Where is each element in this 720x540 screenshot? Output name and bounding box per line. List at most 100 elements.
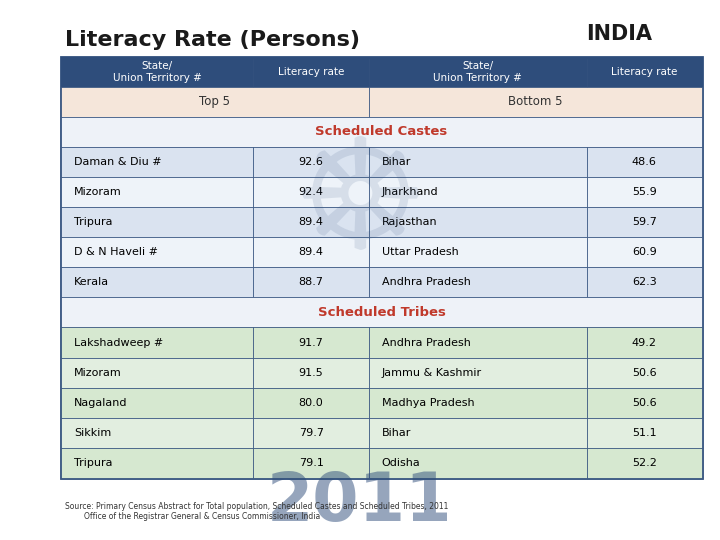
- Bar: [61, 357, 253, 388]
- Bar: [587, 267, 702, 298]
- Bar: [253, 357, 369, 388]
- Text: 49.2: 49.2: [632, 338, 657, 348]
- Bar: [253, 147, 369, 177]
- Text: 89.4: 89.4: [299, 217, 323, 227]
- Text: 89.4: 89.4: [299, 247, 323, 257]
- Text: Mizoram: Mizoram: [74, 368, 122, 377]
- Bar: [587, 147, 702, 177]
- Text: 50.6: 50.6: [632, 397, 657, 408]
- Bar: [369, 237, 587, 267]
- Text: Jammu & Kashmir: Jammu & Kashmir: [382, 368, 482, 377]
- Text: Source: Primary Census Abstract for Total population, Scheduled Castes and Sched: Source: Primary Census Abstract for Tota…: [65, 502, 448, 521]
- Bar: [253, 327, 369, 357]
- Bar: [587, 327, 702, 357]
- Text: 50.6: 50.6: [632, 368, 657, 377]
- Bar: [369, 357, 587, 388]
- Bar: [61, 117, 702, 147]
- Bar: [253, 448, 369, 478]
- Text: Uttar Pradesh: Uttar Pradesh: [382, 247, 459, 257]
- Text: Bihar: Bihar: [382, 428, 411, 438]
- Bar: [61, 207, 253, 237]
- Text: 79.7: 79.7: [299, 428, 323, 438]
- Text: 55.9: 55.9: [632, 187, 657, 197]
- Bar: [253, 207, 369, 237]
- Text: Top 5: Top 5: [199, 96, 230, 109]
- Text: 80.0: 80.0: [299, 397, 323, 408]
- Bar: [587, 237, 702, 267]
- Bar: [369, 448, 587, 478]
- Text: 92.6: 92.6: [299, 157, 323, 167]
- Text: Andhra Pradesh: Andhra Pradesh: [382, 338, 470, 348]
- Text: 59.7: 59.7: [632, 217, 657, 227]
- Text: Daman & Diu #: Daman & Diu #: [74, 157, 162, 167]
- Text: Scheduled Castes: Scheduled Castes: [315, 125, 448, 138]
- Bar: [61, 418, 253, 448]
- Bar: [61, 87, 369, 117]
- Bar: [369, 207, 587, 237]
- Text: 52.2: 52.2: [632, 458, 657, 468]
- Text: Rajasthan: Rajasthan: [382, 217, 437, 227]
- Bar: [61, 177, 253, 207]
- Bar: [253, 237, 369, 267]
- Text: Odisha: Odisha: [382, 458, 420, 468]
- Bar: [587, 177, 702, 207]
- Text: 91.7: 91.7: [299, 338, 323, 348]
- Bar: [369, 177, 587, 207]
- Bar: [587, 357, 702, 388]
- Text: Literacy rate: Literacy rate: [611, 67, 678, 77]
- Bar: [369, 388, 587, 418]
- Bar: [587, 207, 702, 237]
- Text: Bihar: Bihar: [382, 157, 411, 167]
- Text: ☸: ☸: [292, 131, 428, 280]
- Bar: [369, 327, 587, 357]
- Bar: [61, 448, 253, 478]
- Text: Nagaland: Nagaland: [74, 397, 127, 408]
- Bar: [369, 147, 587, 177]
- Bar: [253, 177, 369, 207]
- Bar: [369, 87, 702, 117]
- Text: 60.9: 60.9: [632, 247, 657, 257]
- Text: INDIA: INDIA: [586, 24, 652, 44]
- Text: State/
Union Territory #: State/ Union Territory #: [433, 61, 522, 83]
- Bar: [369, 267, 587, 298]
- Bar: [587, 57, 702, 87]
- Text: 79.1: 79.1: [299, 458, 323, 468]
- Bar: [587, 388, 702, 418]
- Bar: [61, 267, 253, 298]
- Text: Madhya Pradesh: Madhya Pradesh: [382, 397, 474, 408]
- Text: 2011: 2011: [267, 469, 453, 535]
- Text: 48.6: 48.6: [632, 157, 657, 167]
- Text: 62.3: 62.3: [632, 278, 657, 287]
- Text: Literacy Rate (Persons): Literacy Rate (Persons): [65, 30, 360, 50]
- Text: Mizoram: Mizoram: [74, 187, 122, 197]
- Text: Literacy rate: Literacy rate: [278, 67, 344, 77]
- Bar: [587, 418, 702, 448]
- Bar: [61, 327, 253, 357]
- Bar: [61, 298, 702, 327]
- Bar: [369, 418, 587, 448]
- Text: State/
Union Territory #: State/ Union Territory #: [113, 61, 202, 83]
- Text: Kerala: Kerala: [74, 278, 109, 287]
- Text: Sikkim: Sikkim: [74, 428, 112, 438]
- Text: Tripura: Tripura: [74, 217, 112, 227]
- Text: Bottom 5: Bottom 5: [508, 96, 562, 109]
- Bar: [61, 388, 253, 418]
- Text: 92.4: 92.4: [299, 187, 323, 197]
- Bar: [61, 147, 253, 177]
- Text: 88.7: 88.7: [299, 278, 323, 287]
- Bar: [369, 57, 587, 87]
- Text: 51.1: 51.1: [632, 428, 657, 438]
- Bar: [61, 57, 253, 87]
- Text: Jharkhand: Jharkhand: [382, 187, 438, 197]
- Bar: [587, 448, 702, 478]
- Bar: [253, 267, 369, 298]
- Text: Scheduled Tribes: Scheduled Tribes: [318, 306, 446, 319]
- Bar: [253, 388, 369, 418]
- Bar: [61, 237, 253, 267]
- Text: 91.5: 91.5: [299, 368, 323, 377]
- Bar: [253, 418, 369, 448]
- Text: Andhra Pradesh: Andhra Pradesh: [382, 278, 470, 287]
- Text: D & N Haveli #: D & N Haveli #: [74, 247, 158, 257]
- Bar: [253, 57, 369, 87]
- Text: Lakshadweep #: Lakshadweep #: [74, 338, 163, 348]
